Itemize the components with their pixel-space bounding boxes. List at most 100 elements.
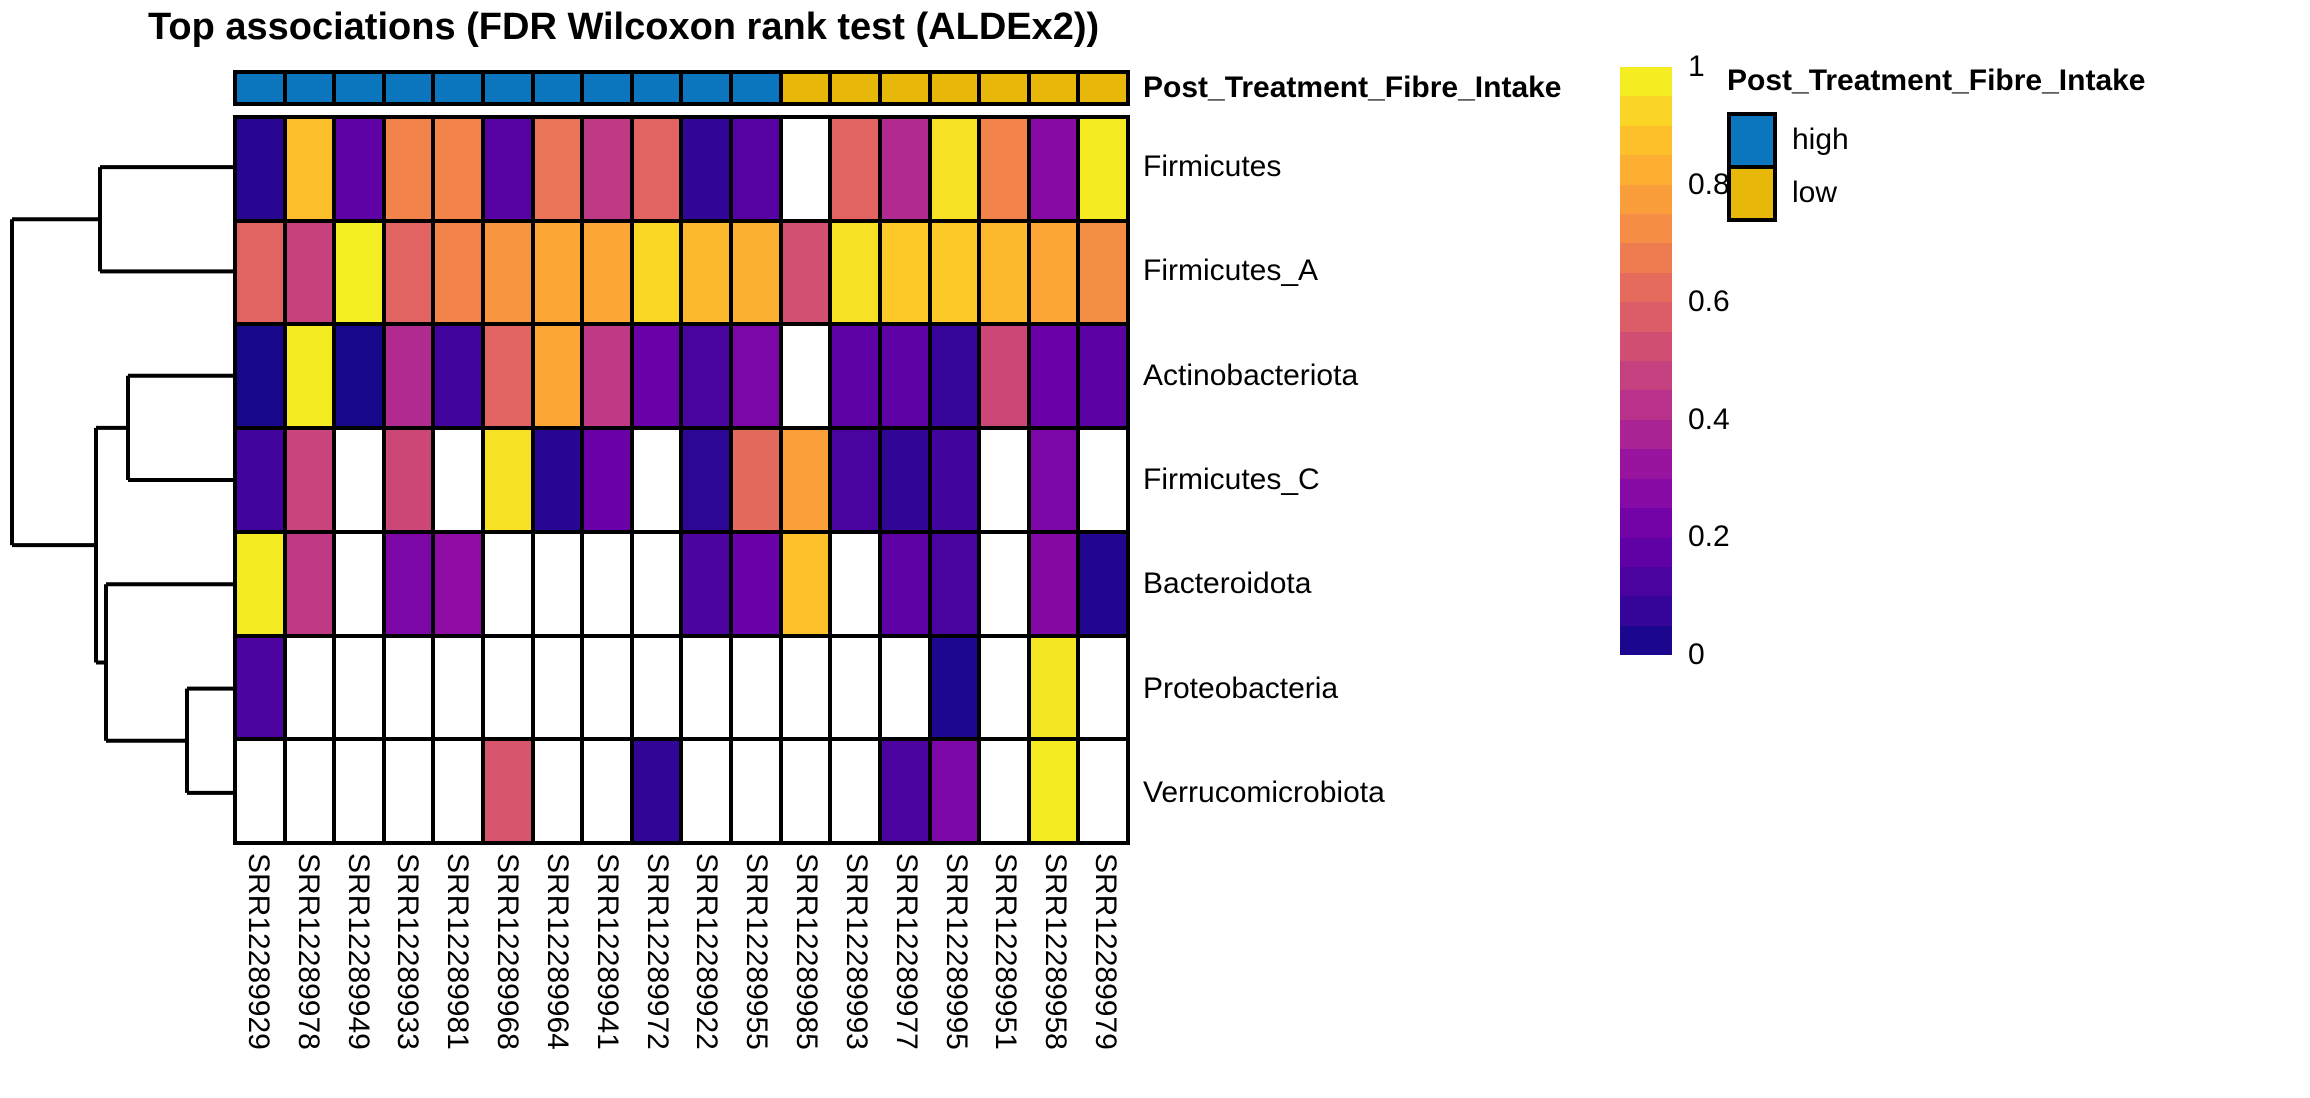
heatmap-cell-Actinobacteriota-SRR12289979	[1080, 326, 1126, 427]
heatmap-cell-Firmicutes_A-SRR12289951	[981, 222, 1027, 323]
column-label-SRR12289951: SRR12289951	[989, 853, 1023, 1050]
annotation-cell-SRR12289968	[485, 74, 531, 102]
colorbar-step	[1620, 125, 1672, 156]
heatmap-cell-Actinobacteriota-SRR12289958	[1030, 326, 1077, 427]
heatmap-cell-Firmicutes_A-SRR12289979	[1080, 222, 1126, 323]
colorbar-step	[1620, 96, 1672, 126]
heatmap-cell-Verrucomicrobiota-SRR12289958	[1030, 741, 1077, 841]
heatmap-cell-Actinobacteriota-SRR12289972	[633, 326, 680, 427]
colorbar-step	[1620, 155, 1672, 185]
heatmap-cell-Firmicutes_A-SRR12289958	[1030, 222, 1077, 323]
annotation-cell-SRR12289978	[286, 74, 333, 102]
annotation-cell-SRR12289958	[1030, 74, 1077, 102]
heatmap-cell-Actinobacteriota-SRR12289964	[534, 326, 581, 427]
column-annotation-label: Post_Treatment_Fibre_Intake	[1143, 71, 1562, 104]
heatmap-cell-Proteobacteria-SRR12289995	[931, 637, 978, 738]
column-label-SRR12289955: SRR12289955	[740, 853, 774, 1050]
heatmap-cell-Actinobacteriota-SRR12289978	[286, 326, 333, 427]
heatmap-cell-Bacteroidota-SRR12289981	[435, 533, 482, 634]
annotation-cell-SRR12289933	[385, 74, 432, 102]
column-label-SRR12289995: SRR12289995	[939, 853, 973, 1050]
colorbar-step	[1620, 449, 1672, 479]
heatmap-cell-Firmicutes_C-SRR12289972	[633, 430, 680, 530]
heatmap-cell-Firmicutes_A-SRR12289972	[633, 222, 680, 323]
heatmap-cell-Actinobacteriota-SRR12289933	[385, 326, 432, 427]
heatmap-cell-Verrucomicrobiota-SRR12289985	[782, 741, 829, 841]
colorbar	[1620, 67, 1672, 656]
heatmap-cell-Firmicutes_A-SRR12289978	[286, 222, 333, 323]
heatmap-cell-Proteobacteria-SRR12289949	[336, 637, 382, 738]
heatmap-cell-Firmicutes-SRR12289981	[435, 119, 482, 219]
heatmap-cell-Actinobacteriota-SRR12289949	[336, 326, 382, 427]
heatmap-cell-Proteobacteria-SRR12289977	[881, 637, 928, 738]
heatmap-cell-Firmicutes_A-SRR12289993	[832, 222, 878, 323]
heatmap-cell-Firmicutes_A-SRR12289981	[435, 222, 482, 323]
colorbar-step	[1620, 272, 1672, 303]
heatmap-cell-Bacteroidota-SRR12289929	[237, 533, 283, 634]
heatmap-cell-Proteobacteria-SRR12289951	[981, 637, 1027, 738]
heatmap-cell-Firmicutes_C-SRR12289993	[832, 430, 878, 530]
heatmap-cell-Firmicutes_A-SRR12289955	[733, 222, 779, 323]
heatmap-cell-Firmicutes_A-SRR12289977	[881, 222, 928, 323]
heatmap-cell-Verrucomicrobiota-SRR12289922	[683, 741, 730, 841]
heatmap-cell-Verrucomicrobiota-SRR12289993	[832, 741, 878, 841]
annotation-cell-SRR12289985	[782, 74, 829, 102]
heatmap-cell-Firmicutes_C-SRR12289951	[981, 430, 1027, 530]
heatmap-cell-Verrucomicrobiota-SRR12289977	[881, 741, 928, 841]
heatmap-cell-Bacteroidota-SRR12289941	[584, 533, 630, 634]
heatmap-cell-Firmicutes_A-SRR12289941	[584, 222, 630, 323]
heatmap-cell-Actinobacteriota-SRR12289955	[733, 326, 779, 427]
heatmap-cell-Actinobacteriota-SRR12289929	[237, 326, 283, 427]
colorbar-step	[1620, 214, 1672, 244]
column-label-SRR12289968: SRR12289968	[491, 853, 525, 1050]
row-label-Firmicutes_A: Firmicutes_A	[1143, 254, 1319, 288]
heatmap-cell-Proteobacteria-SRR12289993	[832, 637, 878, 738]
colorbar-step	[1620, 419, 1672, 450]
annotation-cell-SRR12289951	[981, 74, 1027, 102]
heatmap-cell-Firmicutes-SRR12289933	[385, 119, 432, 219]
heatmap-cell-Bacteroidota-SRR12289993	[832, 533, 878, 634]
heatmap-cell-Firmicutes_C-SRR12289968	[485, 430, 531, 530]
heatmap-cell-Firmicutes_C-SRR12289995	[931, 430, 978, 530]
colorbar-step	[1620, 361, 1672, 391]
heatmap-cell-Firmicutes-SRR12289949	[336, 119, 382, 219]
colorbar-step	[1620, 508, 1672, 538]
heatmap-cell-Firmicutes_C-SRR12289949	[336, 430, 382, 530]
column-label-SRR12289964: SRR12289964	[540, 853, 574, 1050]
heatmap-cell-Proteobacteria-SRR12289979	[1080, 637, 1126, 738]
column-label-SRR12289929: SRR12289929	[241, 853, 275, 1050]
heatmap-cell-Verrucomicrobiota-SRR12289972	[633, 741, 680, 841]
heatmap-cell-Firmicutes-SRR12289993	[832, 119, 878, 219]
heatmap-cell-Verrucomicrobiota-SRR12289951	[981, 741, 1027, 841]
chart-title: Top associations (FDR Wilcoxon rank test…	[148, 6, 1100, 48]
row-label-Verrucomicrobiota: Verrucomicrobiota	[1143, 775, 1385, 809]
heatmap-cell-Bacteroidota-SRR12289922	[683, 533, 730, 634]
row-label-Proteobacteria: Proteobacteria	[1143, 671, 1339, 705]
legend-label-low: low	[1792, 176, 1838, 209]
heatmap-cell-Proteobacteria-SRR12289941	[584, 637, 630, 738]
heatmap-cell-Bacteroidota-SRR12289958	[1030, 533, 1077, 634]
heatmap-cell-Actinobacteriota-SRR12289985	[782, 326, 829, 427]
heatmap-cell-Firmicutes-SRR12289985	[782, 119, 829, 219]
row-label-Firmicutes_C: Firmicutes_C	[1143, 463, 1320, 496]
heatmap-cell-Firmicutes_C-SRR12289981	[435, 430, 482, 530]
annotation-cell-SRR12289972	[633, 74, 680, 102]
heatmap-cell-Firmicutes-SRR12289922	[683, 119, 730, 219]
heatmap-cell-Actinobacteriota-SRR12289993	[832, 326, 878, 427]
heatmap-cell-Firmicutes-SRR12289964	[534, 119, 581, 219]
heatmap-cell-Actinobacteriota-SRR12289968	[485, 326, 531, 427]
heatmap-cell-Firmicutes_A-SRR12289964	[534, 222, 581, 323]
heatmap-cell-Proteobacteria-SRR12289955	[733, 637, 779, 738]
heatmap-cell-Verrucomicrobiota-SRR12289955	[733, 741, 779, 841]
heatmap-cell-Firmicutes_C-SRR12289929	[237, 430, 283, 530]
column-label-SRR12289993: SRR12289993	[839, 853, 873, 1050]
heatmap-cell-Firmicutes_A-SRR12289995	[931, 222, 978, 323]
heatmap-cell-Proteobacteria-SRR12289922	[683, 637, 730, 738]
colorbar-step	[1620, 243, 1672, 273]
heatmap-cell-Bacteroidota-SRR12289951	[981, 533, 1027, 634]
row-label-Actinobacteriota: Actinobacteriota	[1143, 358, 1359, 392]
heatmap-cell-Firmicutes_C-SRR12289958	[1030, 430, 1077, 530]
heatmap-cell-Verrucomicrobiota-SRR12289978	[286, 741, 333, 841]
colorbar-step	[1620, 537, 1672, 567]
heatmap-cell-Firmicutes_C-SRR12289933	[385, 430, 432, 530]
